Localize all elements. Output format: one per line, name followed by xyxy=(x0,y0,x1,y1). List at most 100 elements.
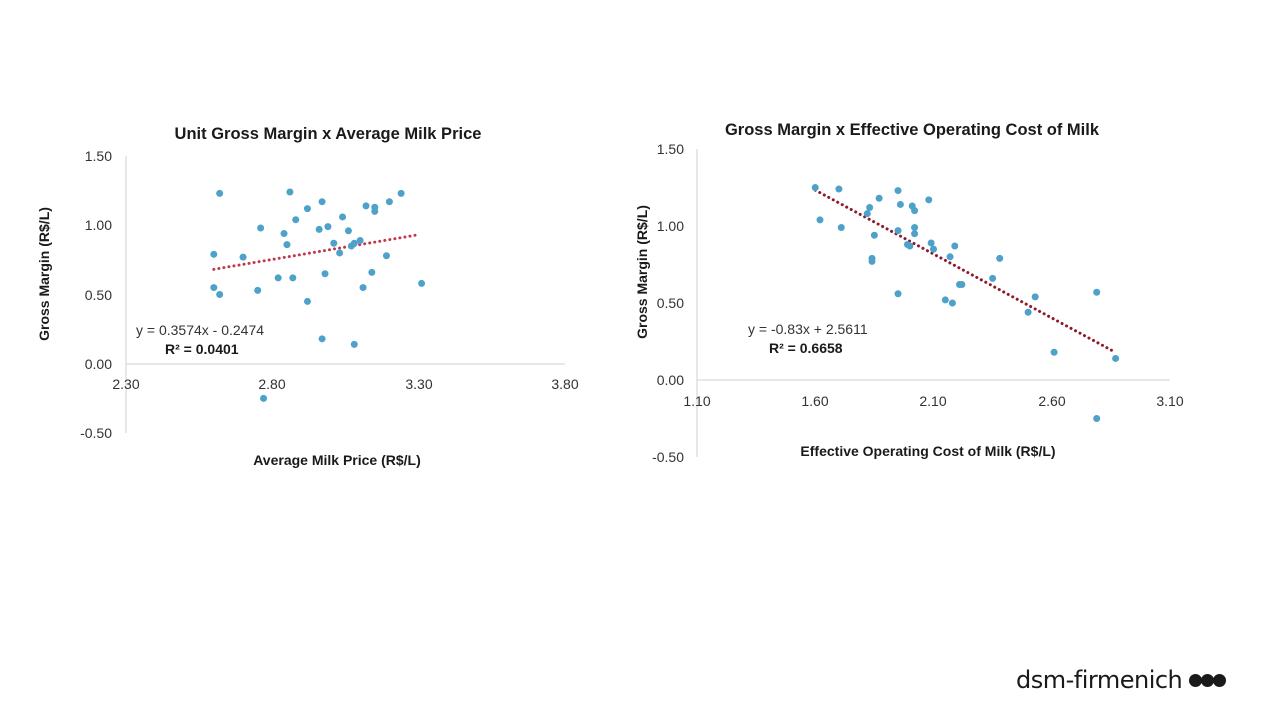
data-point xyxy=(356,236,364,244)
data-point xyxy=(989,274,997,282)
data-point xyxy=(336,249,344,257)
data-point xyxy=(283,241,291,249)
data-point xyxy=(1024,308,1032,316)
data-point xyxy=(321,270,329,278)
trendline-equation: y = -0.83x + 2.5611 xyxy=(748,321,868,337)
brand-dot xyxy=(1189,673,1203,687)
brand-dots-icon xyxy=(1189,673,1227,687)
x-tick-label: 2.80 xyxy=(258,376,285,392)
x-axis: 2.30 2.80 3.30 3.80 xyxy=(112,363,579,392)
data-point xyxy=(350,239,358,247)
data-point xyxy=(239,253,247,261)
data-point xyxy=(260,394,268,402)
trendline xyxy=(212,233,421,271)
data-point xyxy=(1050,348,1058,356)
brand-dot xyxy=(1201,673,1215,687)
trendline-path xyxy=(212,233,421,271)
r-squared-label: R² = 0.6658 xyxy=(769,340,843,356)
data-point xyxy=(280,230,288,238)
chart-milk-price: Unit Gross Margin x Average Milk Price 1… xyxy=(36,125,579,468)
y-axis-label: Gross Margin (R$/L) xyxy=(36,207,52,341)
data-point xyxy=(359,284,367,292)
x-axis-label: Effective Operating Cost of Milk (R$/L) xyxy=(800,443,1055,459)
chart-title: Unit Gross Margin x Average Milk Price xyxy=(175,125,482,143)
data-point xyxy=(315,225,323,233)
data-point xyxy=(257,224,265,232)
r-squared-label: R² = 0.0401 xyxy=(165,341,239,357)
x-tick-label: 2.30 xyxy=(112,376,139,392)
data-point xyxy=(397,189,405,197)
data-point xyxy=(948,299,956,307)
trendline xyxy=(813,188,1118,354)
data-point xyxy=(385,198,393,206)
data-point xyxy=(350,340,358,348)
chart-title: Gross Margin x Effective Operating Cost … xyxy=(725,121,1100,139)
data-points xyxy=(210,188,426,402)
data-point xyxy=(210,250,218,258)
data-point xyxy=(868,257,876,265)
data-point xyxy=(274,274,282,282)
data-point xyxy=(835,185,843,193)
y-tick-label: -0.50 xyxy=(80,425,112,441)
y-axis-label: Gross Margin (R$/L) xyxy=(634,205,650,339)
data-point xyxy=(318,198,326,206)
y-tick-label: -0.50 xyxy=(652,449,684,465)
data-point xyxy=(303,297,311,305)
y-tick-label: 1.50 xyxy=(657,141,684,157)
x-tick-label: 3.30 xyxy=(405,376,432,392)
y-tick-label: 0.50 xyxy=(85,287,112,303)
y-tick-label: 1.00 xyxy=(657,218,684,234)
data-points xyxy=(811,184,1120,422)
x-tick-label: 3.10 xyxy=(1156,393,1183,409)
data-point xyxy=(911,224,919,232)
x-tick-label: 2.10 xyxy=(919,393,946,409)
x-tick-label: 1.10 xyxy=(683,393,710,409)
y-tick-label: 0.00 xyxy=(85,356,112,372)
data-point xyxy=(870,231,878,239)
data-point xyxy=(216,291,224,298)
data-point xyxy=(996,254,1004,262)
data-point xyxy=(371,203,379,211)
data-point xyxy=(418,279,426,287)
data-point xyxy=(951,242,959,250)
data-point xyxy=(210,284,218,292)
x-axis: 1.10 1.60 2.10 2.60 3.10 xyxy=(683,379,1184,409)
data-point xyxy=(368,268,376,276)
y-tick-label: 1.50 xyxy=(85,148,112,164)
data-point xyxy=(286,188,294,196)
data-point xyxy=(894,290,902,298)
data-point xyxy=(925,196,933,204)
brand-dot xyxy=(1213,673,1227,687)
data-point xyxy=(1093,415,1101,422)
data-point xyxy=(875,194,883,202)
data-point xyxy=(339,213,347,221)
data-point xyxy=(927,239,935,247)
data-point xyxy=(254,286,262,294)
data-point xyxy=(911,207,919,215)
data-point xyxy=(289,274,297,282)
data-point xyxy=(906,242,914,250)
chart-operating-cost: Gross Margin x Effective Operating Cost … xyxy=(634,121,1184,465)
data-point xyxy=(1093,288,1101,296)
data-point xyxy=(958,281,966,289)
data-point xyxy=(324,223,332,231)
data-point xyxy=(946,253,954,261)
y-axis: 1.50 1.00 0.50 0.00 -0.50 xyxy=(652,141,698,465)
trendline-path xyxy=(813,188,1118,354)
data-point xyxy=(941,296,949,304)
data-point xyxy=(930,245,937,253)
data-point xyxy=(863,210,871,218)
brand-logo: dsm-firmenich xyxy=(1016,660,1227,700)
y-tick-label: 0.50 xyxy=(657,295,684,311)
data-point xyxy=(811,184,819,191)
data-point xyxy=(896,200,904,208)
data-point xyxy=(1112,354,1120,362)
data-point xyxy=(216,189,224,197)
x-tick-label: 2.60 xyxy=(1038,393,1065,409)
x-tick-label: 3.80 xyxy=(551,376,578,392)
data-point xyxy=(344,227,352,235)
data-point xyxy=(911,230,919,238)
data-point xyxy=(292,216,300,224)
y-axis: 1.50 1.00 0.50 0.00 -0.50 xyxy=(80,148,127,441)
data-point xyxy=(837,224,845,232)
